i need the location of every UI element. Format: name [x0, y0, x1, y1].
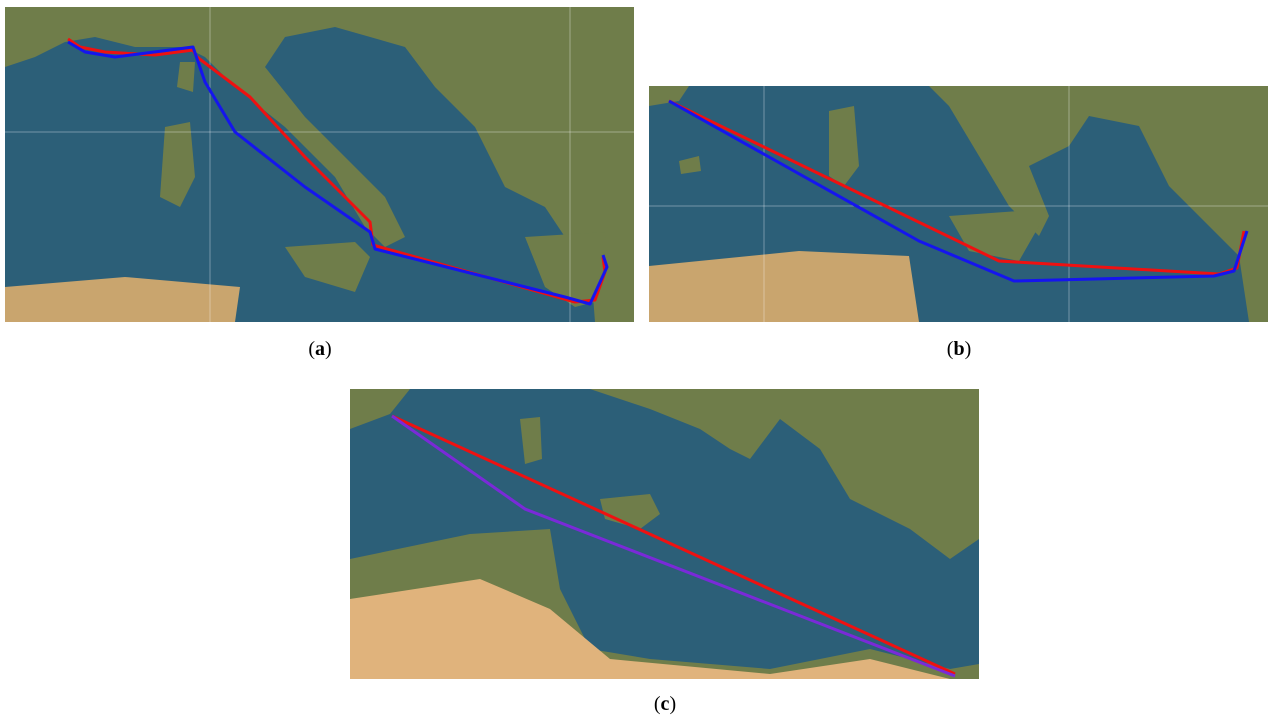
page: (a) (b) (c) (() => { const data = JSON.p… [0, 0, 1274, 720]
map-b [649, 86, 1268, 322]
map-c [350, 389, 979, 679]
caption: (c) [625, 693, 705, 716]
caption: (a) [280, 338, 360, 361]
map-a [5, 7, 634, 322]
caption: (b) [919, 338, 999, 361]
